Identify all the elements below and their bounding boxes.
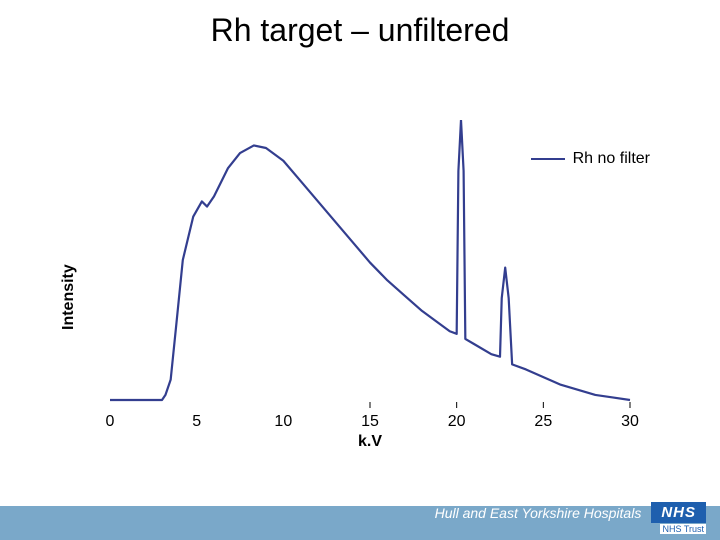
nhs-logo-icon: NHS <box>651 502 706 523</box>
y-axis-label-wrap: Intensity <box>60 200 80 340</box>
legend-line-icon <box>531 158 565 160</box>
footer-org-text: Hull and East Yorkshire Hospitals <box>435 505 642 521</box>
legend-label: Rh no filter <box>573 150 650 168</box>
slide-title-text: Rh target – unfiltered <box>211 12 510 48</box>
chart-legend: Rh no filter <box>531 150 650 168</box>
chart-plot-area: 0 5 10 15 20 25 30 k.V <box>90 120 650 460</box>
x-axis-label: k.V <box>358 433 382 450</box>
footer-org-block: Hull and East Yorkshire Hospitals NHS NH… <box>435 502 706 540</box>
x-tick-label: 25 <box>534 413 552 430</box>
x-tick-label: 30 <box>621 413 639 430</box>
x-tick-label: 5 <box>192 413 201 430</box>
slide-root: Rh target – unfiltered Intensity 0 5 10 15 2… <box>0 0 720 540</box>
x-tick-label: 0 <box>106 413 115 430</box>
x-tick-label: 20 <box>448 413 466 430</box>
y-axis-label: Intensity <box>60 264 78 330</box>
x-tick-label: 10 <box>274 413 292 430</box>
footer-band: Hull and East Yorkshire Hospitals NHS NH… <box>0 506 720 540</box>
footer-sub-text: NHS Trust <box>660 524 706 534</box>
x-tick-label: 15 <box>361 413 379 430</box>
slide-title: Rh target – unfiltered <box>0 12 720 49</box>
chart-svg: 0 5 10 15 20 25 30 k.V <box>90 120 650 460</box>
